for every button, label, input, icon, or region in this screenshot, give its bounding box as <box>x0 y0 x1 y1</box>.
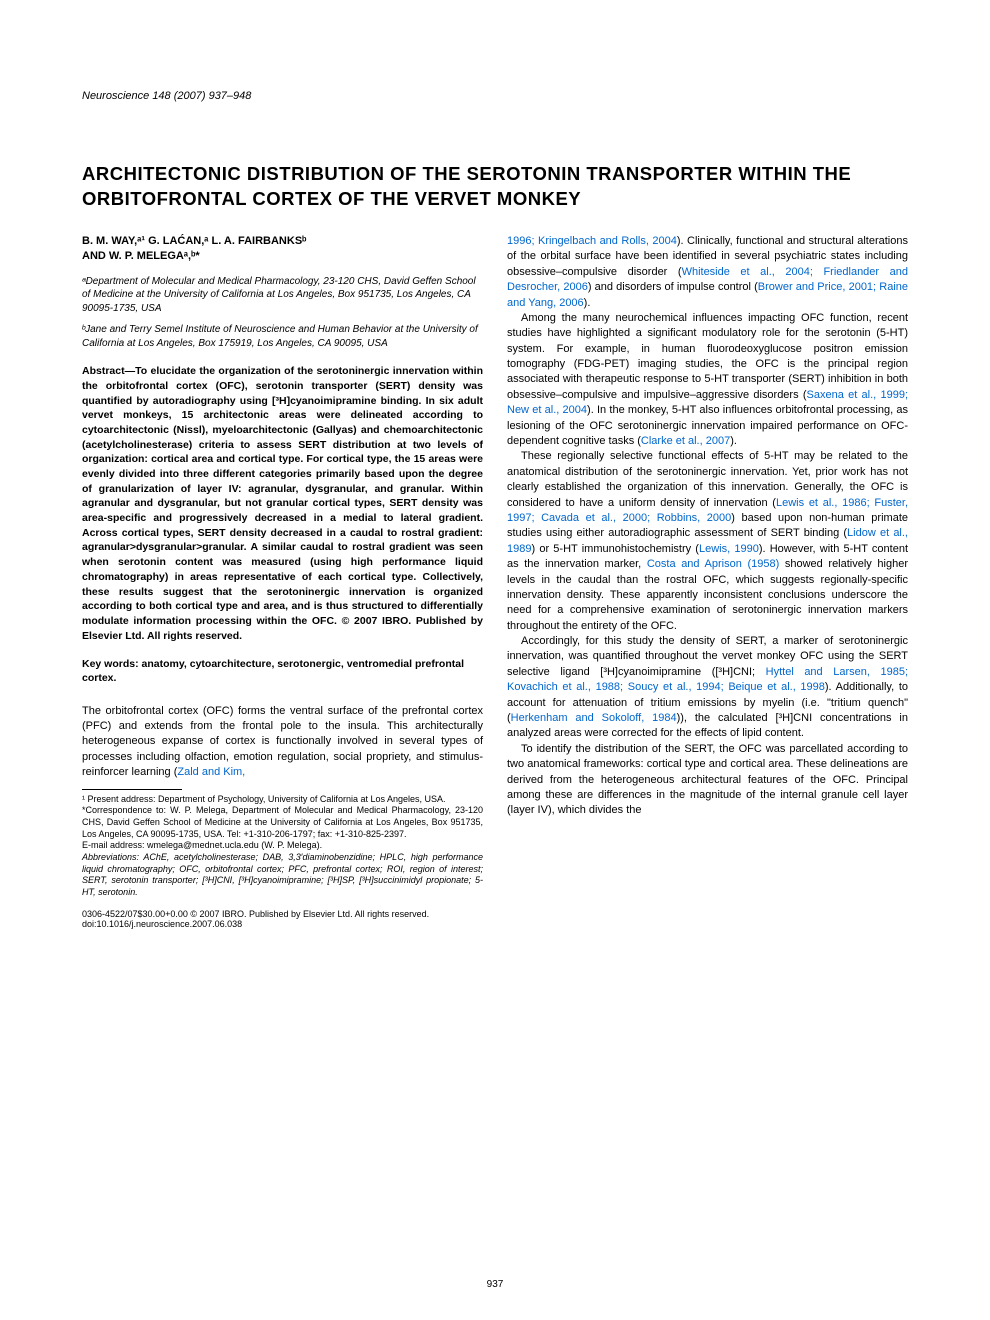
col2-paragraph-5: To identify the distribution of the SERT… <box>507 742 908 819</box>
article-title: ARCHITECTONIC DISTRIBUTION OF THE SEROTO… <box>82 162 908 212</box>
journal-header: Neuroscience 148 (2007) 937–948 <box>82 90 908 102</box>
col2-paragraph-1: 1996; Kringelbach and Rolls, 2004). Clin… <box>507 234 908 819</box>
citation-link-kringelbach[interactable]: 1996; Kringelbach and Rolls, 2004 <box>507 235 677 247</box>
footnote-abbreviations: Abbreviations: AChE, acetylcholinesteras… <box>82 852 483 899</box>
col2-p3-text-c: ) or 5-HT immunohistochemistry ( <box>531 543 699 555</box>
intro-paragraph-1: The orbitofrontal cortex (OFC) forms the… <box>82 704 483 781</box>
abstract-text: Abstract—To elucidate the organization o… <box>82 364 483 643</box>
doi-line: doi:10.1016/j.neuroscience.2007.06.038 <box>82 919 908 929</box>
authors-line-2: AND W. P. MELEGAᵃ,ᵇ* <box>82 250 200 262</box>
footnotes-block: ¹ Present address: Department of Psychol… <box>82 794 483 899</box>
col2-p1-text-c: ). <box>584 297 591 309</box>
citation-link-lewis90[interactable]: Lewis, 1990 <box>699 543 759 555</box>
col2-p2-text-a: Among the many neurochemical influences … <box>507 312 908 401</box>
footnote-separator <box>82 789 182 790</box>
keywords: Key words: anatomy, cytoarchitecture, se… <box>82 657 483 685</box>
citation-link-herkenham[interactable]: Herkenham and Sokoloff, 1984 <box>511 712 677 724</box>
author-list: B. M. WAY,ᵃ¹ G. LAĆAN,ᵃ L. A. FAIRBANKSᵇ… <box>82 234 483 265</box>
footnote-present-address: ¹ Present address: Department of Psychol… <box>82 794 483 806</box>
col2-p1-text-b: ) and disorders of impulse control ( <box>588 281 758 293</box>
authors-line-1: B. M. WAY,ᵃ¹ G. LAĆAN,ᵃ L. A. FAIRBANKSᵇ <box>82 235 306 247</box>
col2-p2-text-c: ). <box>730 435 737 447</box>
copyright-line: 0306-4522/07$30.00+0.00 © 2007 IBRO. Pub… <box>82 909 908 919</box>
intro-text-a: The orbitofrontal cortex (OFC) forms the… <box>82 705 483 779</box>
affiliation-a: ᵃDepartment of Molecular and Medical Pha… <box>82 275 483 316</box>
col2-paragraph-4: Accordingly, for this study the density … <box>507 634 908 742</box>
page-number: 937 <box>487 1279 504 1290</box>
citation-link-zald[interactable]: Zald and Kim, <box>177 766 245 778</box>
left-column: B. M. WAY,ᵃ¹ G. LAĆAN,ᵃ L. A. FAIRBANKSᵇ… <box>82 234 483 899</box>
col2-paragraph-3: These regionally selective functional ef… <box>507 449 908 634</box>
footnote-abbrev-text: Abbreviations: AChE, acetylcholinesteras… <box>82 852 483 897</box>
right-column: 1996; Kringelbach and Rolls, 2004). Clin… <box>507 234 908 899</box>
col2-paragraph-2: Among the many neurochemical influences … <box>507 311 908 450</box>
citation-link-clarke[interactable]: Clarke et al., 2007 <box>641 435 730 447</box>
citation-link-costa[interactable]: Costa and Aprison (1958) <box>647 558 779 570</box>
two-column-layout: B. M. WAY,ᵃ¹ G. LAĆAN,ᵃ L. A. FAIRBANKSᵇ… <box>82 234 908 899</box>
footnote-email: E-mail address: wmelega@mednet.ucla.edu … <box>82 840 483 852</box>
affiliation-b: ᵇJane and Terry Semel Institute of Neuro… <box>82 323 483 350</box>
footnote-correspondence: *Correspondence to: W. P. Melega, Depart… <box>82 805 483 840</box>
